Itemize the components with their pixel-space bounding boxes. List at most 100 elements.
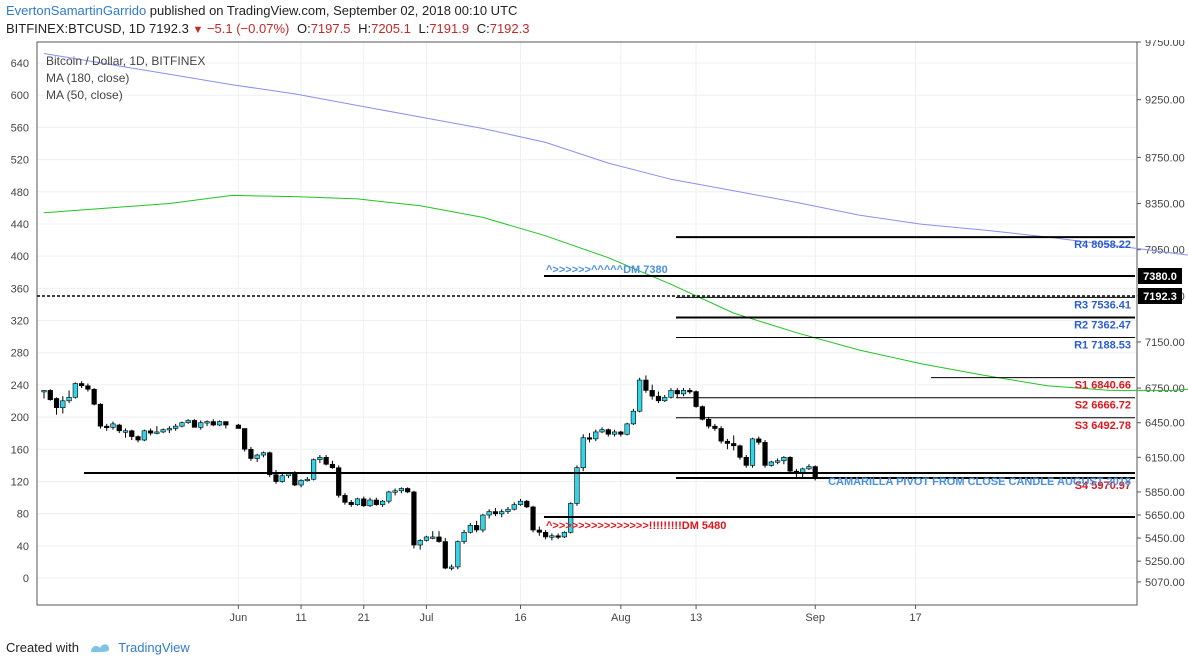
right-axis-tick-label: 5250.00 [1145,556,1185,568]
candle-up [110,423,116,428]
price-badge-current-bg [1138,288,1182,304]
candle-down [718,428,724,442]
left-axis-tick-label: 280 [11,348,29,360]
candle-down [85,385,91,390]
price-badge-7380: 7380.0 [1138,268,1182,284]
candle-down [348,502,354,505]
right-axis-tick-label: 5850.00 [1145,487,1185,499]
left-axis-tick-label: 40 [17,541,29,553]
candle-down [542,532,549,538]
candle-down [248,448,254,459]
footer: Created with TradingView [6,640,190,657]
candle-down [555,535,561,538]
x-axis-tick-label: 17 [909,612,921,624]
candle-down [267,452,273,475]
candle-down [524,500,530,508]
left-axis-tick-label: 600 [11,90,29,102]
candles [41,375,818,571]
candle-down [649,390,655,397]
candle-down [411,491,417,546]
candle-up [430,536,436,539]
x-axis-tick-label: Jul [419,612,433,624]
candle-up [680,390,687,395]
candle-down [91,388,97,405]
candle-down [405,488,411,493]
candle-up [154,431,160,434]
high-value: 7205.1 [371,21,411,36]
tradingview-link[interactable]: TradingView [118,640,190,655]
candle-up [216,421,223,426]
price-badge-current-text: 7192.3 [1143,291,1177,303]
candle-up [499,511,505,515]
low-label: L: [418,21,430,36]
candle-up [662,397,668,402]
candle-up [467,525,473,533]
x-axis-tick-label: 13 [690,612,702,624]
candle-up [166,428,173,431]
tradingview-logo-icon [89,640,111,657]
symbol-line: BITFINEX:BTCUSD, 1D 7192.3 ▼ −5.1 (−0.07… [6,21,529,36]
level-label-s3: S3 6492.78 [1075,420,1131,432]
candle-down [643,379,649,391]
candle-up [781,457,787,462]
left-axis-tick-label: 640 [11,58,29,70]
candle-up [298,480,304,486]
candle-up [386,491,392,502]
publish-line: EvertonSamartinGarrido published on Trad… [6,3,517,18]
candle-up [593,431,599,440]
x-axis-tick-label: Aug [611,612,631,624]
close-label: C: [476,21,490,36]
close-value: 7192.3 [489,21,530,36]
candle-down [731,443,737,447]
left-axis-tick-label: 480 [11,187,29,199]
candle-down [116,424,122,432]
candle-down [242,428,248,450]
dm-5480-annotation: ^>>>>>>>>>>>>>>>!!!!!!!!!DM 5480 [546,520,726,532]
candle-down [605,429,611,435]
price-chart[interactable]: 0 40 80 120 160 200 240 280 320 360 400 440 480 520 56… [0,40,1188,635]
change-value: −5.1 (−0.07%) [206,21,290,36]
left-axis-tick-label: 360 [11,283,29,295]
left-axis-tick-label: 520 [11,155,29,167]
candle-up [448,566,455,569]
candle-up [204,421,210,424]
right-axis-tick-label: 5650.00 [1145,510,1185,522]
right-axis-tick-label: 8750.00 [1145,152,1185,164]
left-axis-tick-label: 240 [11,380,29,392]
candle-down [756,438,762,443]
down-arrow-icon: ▼ [192,24,204,36]
author-link[interactable]: EvertonSamartinGarrido [6,3,147,18]
x-axis-tick-label: 21 [358,612,370,624]
candle-down [743,457,749,466]
candle-up [72,383,78,398]
high-label: H: [358,21,372,36]
right-axis-tick-label: 6750.00 [1145,383,1185,395]
candle-down [342,495,348,503]
candle-down [336,467,342,496]
x-axis-tick-label: Sep [805,612,825,624]
right-axis-tick-label: 8350.00 [1145,199,1185,211]
candle-down [323,457,329,465]
candle-up [774,460,781,463]
candle-up [505,508,511,512]
level-label-r4: R4 8058.22 [1074,239,1131,251]
right-axis-tick-label: 5070.00 [1145,577,1185,589]
candle-up [630,410,636,425]
legend-item: MA (50, close) [46,88,123,102]
candle-up [511,504,517,510]
candle-down [474,525,480,531]
left-axis-tick-label: 0 [23,573,29,585]
candle-down [618,431,624,435]
candle-up [749,438,756,466]
candle-down [706,418,712,427]
level-label-s1: S1 6840.66 [1075,380,1131,392]
candle-up [486,511,492,516]
candle-down [53,398,60,409]
candle-down [712,425,718,429]
candle-down [361,498,367,507]
candle-up [179,422,185,427]
right-axis-tick-label: 6150.00 [1145,452,1185,464]
open-value: 7197.5 [310,21,351,36]
candle-down [147,430,154,434]
candle-up [461,532,467,542]
